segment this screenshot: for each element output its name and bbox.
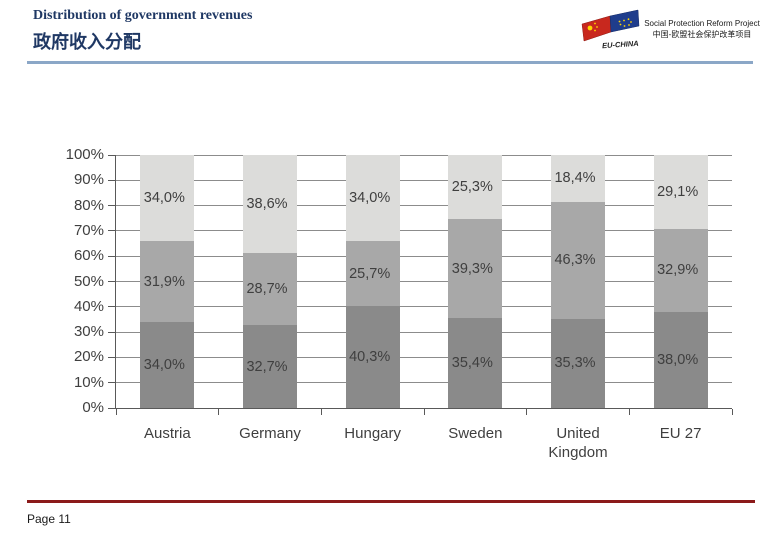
y-axis-tick-label: 0% <box>82 399 104 416</box>
slide-title-english: Distribution of government revenues <box>33 8 253 23</box>
data-label: 32,9% <box>657 262 699 279</box>
logo-text-block: Social Protection Reform Project 中国-欧盟社会… <box>644 18 760 40</box>
data-label: 25,3% <box>451 179 493 195</box>
data-label: 38,0% <box>657 351 699 368</box>
chart-plot-area: 0% 10% 20% 30% 40% 50% 60% 70% 80% 90% 100% 34,0% 31… <box>66 146 733 461</box>
data-label: 35,3% <box>554 355 596 372</box>
y-axis-tick-label: 80% <box>73 196 104 214</box>
bar-segment-eu-27-middle-segment <box>653 228 708 312</box>
gridline <box>116 382 732 384</box>
x-axis-category-label: Hungary <box>344 425 401 442</box>
data-label: 18,4% <box>554 170 596 187</box>
y-axis-tick <box>108 407 116 409</box>
y-axis-tick <box>108 331 116 333</box>
x-axis-tick <box>628 409 630 415</box>
y-axis-tick-label: 70% <box>73 221 104 239</box>
bar-segment-germany-bottom-segment <box>243 325 297 408</box>
x-axis-tick <box>526 409 528 415</box>
bar-segment-hungary-bottom-segment <box>345 306 400 408</box>
x-axis-tick <box>218 409 220 415</box>
gridline <box>116 179 732 181</box>
bar-segment-hungary-middle-segment <box>345 241 400 307</box>
y-axis-tick-label: 30% <box>73 323 104 341</box>
y-axis-tick <box>108 356 116 358</box>
gridline <box>116 281 732 282</box>
data-label: 40,3% <box>349 349 391 366</box>
data-label: 46,3% <box>554 252 596 269</box>
x-axis-tick <box>115 409 117 415</box>
data-label: 38,6% <box>246 195 288 212</box>
bar-segment-united-kingdom-middle-segment <box>551 201 605 319</box>
data-label: 31,9% <box>143 273 185 290</box>
gridline <box>116 331 732 333</box>
gridline <box>116 205 732 207</box>
revenue-distribution-chart: 0% 10% 20% 30% 40% 50% 60% 70% 80% 90% 100% 34,0% 31… <box>40 140 760 475</box>
gridline <box>116 306 732 308</box>
y-axis-tick <box>108 382 116 384</box>
bar-segment-sweden-top-segment <box>448 155 503 219</box>
logo-flag-caption: EU-CHINA <box>601 38 639 51</box>
x-axis-category-label: Germany <box>239 425 301 442</box>
y-axis-tick-label: 90% <box>73 171 104 189</box>
x-axis-category-label: United Kingdom <box>548 425 608 461</box>
data-label: 34,0% <box>143 190 185 207</box>
y-axis-tick <box>108 179 116 181</box>
y-axis-tick-label: 100% <box>65 146 104 163</box>
y-axis-tick <box>108 255 116 257</box>
header-divider-line <box>27 61 753 64</box>
y-axis-tick <box>108 306 116 308</box>
data-label: 29,1% <box>657 183 699 200</box>
y-axis-tick-label: 50% <box>73 272 104 290</box>
bar-segment-austria-top-segment <box>140 155 195 242</box>
bar-segment-eu-27-top-segment <box>653 155 708 229</box>
x-axis-category-label: EU 27 <box>659 425 702 442</box>
x-axis-tick <box>320 409 322 415</box>
data-label: 32,7% <box>246 358 288 375</box>
bar-segment-hungary-top-segment <box>345 155 400 242</box>
data-label: 34,0% <box>349 190 391 206</box>
bar-segment-sweden-bottom-segment <box>448 318 503 408</box>
gridline <box>116 230 732 232</box>
bar-segment-united-kingdom-top-segment <box>551 155 605 202</box>
x-axis-category-label: Austria <box>143 425 191 442</box>
logo-project-name-english: Social Protection Reform Project <box>644 19 760 28</box>
bar-segment-germany-top-segment <box>243 155 297 253</box>
data-label: 35,4% <box>451 355 493 372</box>
footer-divider-line <box>27 500 755 503</box>
y-axis-tick <box>108 154 116 156</box>
data-label: 28,7% <box>246 280 288 297</box>
slide-title-chinese: 政府收入分配 <box>33 32 141 52</box>
y-axis-tick-label: 60% <box>73 247 104 265</box>
y-axis-tick-label: 10% <box>73 373 104 391</box>
y-axis-tick <box>108 281 116 282</box>
page-number: Page 11 <box>27 512 71 526</box>
eu-china-logo: EU-CHINA Social Protection Reform Projec… <box>580 8 760 56</box>
bar-segment-austria-bottom-segment <box>140 321 195 408</box>
eu-china-flag-icon <box>581 9 640 42</box>
bar-segment-sweden-middle-segment <box>448 219 503 319</box>
y-axis-tick-label: 20% <box>73 348 104 366</box>
bar-segment-austria-middle-segment <box>140 241 195 322</box>
y-axis-tick <box>108 205 116 207</box>
x-axis-tick <box>423 409 425 415</box>
x-axis-tick <box>731 409 733 415</box>
bar-segment-germany-middle-segment <box>243 252 297 326</box>
data-label: 34,0% <box>143 356 185 373</box>
bar-segment-united-kingdom-bottom-segment <box>551 318 605 408</box>
x-axis-category-label: Sweden <box>448 425 503 442</box>
gridline <box>116 154 732 156</box>
data-label: 25,7% <box>349 265 391 282</box>
gridline <box>116 356 732 358</box>
y-axis-tick-label: 40% <box>73 297 104 315</box>
bar-segment-eu-27-bottom-segment <box>653 311 708 408</box>
gridline <box>116 255 732 257</box>
logo-project-name-chinese: 中国-欧盟社会保护改革项目 <box>652 30 752 39</box>
data-label: 39,3% <box>451 260 493 277</box>
y-axis-tick <box>108 230 116 232</box>
